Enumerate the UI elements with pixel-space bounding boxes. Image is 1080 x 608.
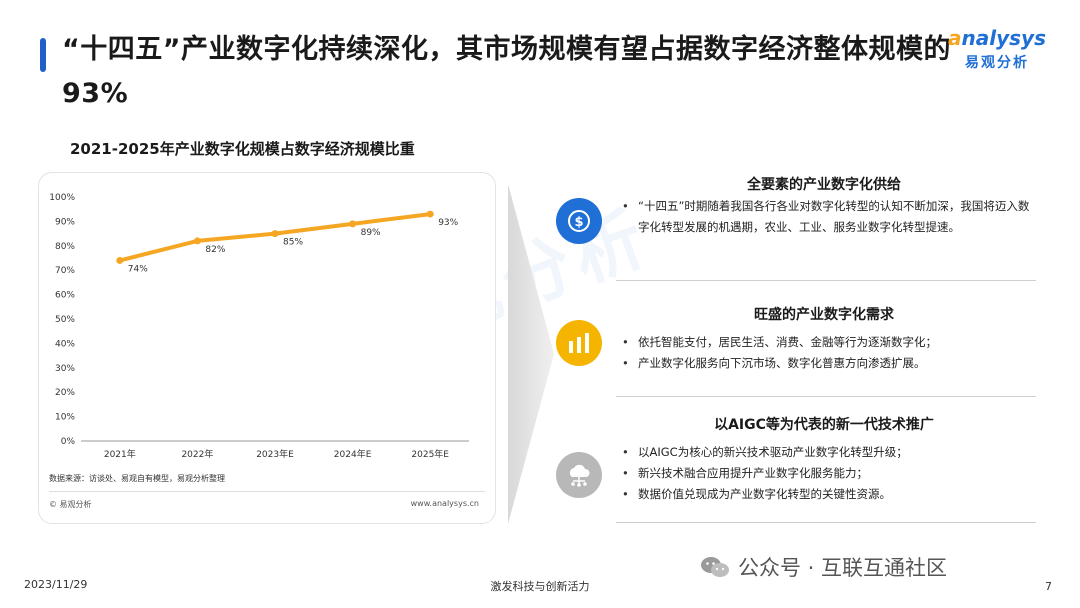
series-line <box>117 212 433 263</box>
chart-source: 数据来源：访谈处、易观自有模型，易观分析整理 <box>49 474 225 483</box>
section-list: 以AIGC为核心的新兴技术驱动产业数字化转型升级； 新兴技术融合应用提升产业数字… <box>622 442 1034 505</box>
footer-slogan: 激发科技与创新活力 <box>490 580 590 593</box>
brand-logo-cn: 易观分析 <box>965 55 1029 71</box>
y-tick-label: 20% <box>55 388 75 398</box>
data-label: 89% <box>361 228 381 238</box>
title-accent-bar <box>40 38 46 72</box>
y-tick-label: 90% <box>55 217 75 227</box>
data-label: 85% <box>283 238 303 248</box>
chart-copyright: © 易观分析 <box>49 500 92 509</box>
section-divider <box>616 396 1036 397</box>
chart-title: 2021-2025年产业数字化规模占数字经济规模比重 <box>70 140 415 158</box>
chevron-right-icon <box>508 184 554 524</box>
x-tick-label: 2024年E <box>334 448 372 460</box>
y-tick-label: 10% <box>55 413 75 423</box>
list-item: “十四五”时期随着我国各行各业对数字化转型的认知不断加深，我国将迈入数字化转型发… <box>622 196 1034 238</box>
section-title: 以AIGC等为代表的新一代技术推广 <box>714 417 934 433</box>
y-tick-label: 70% <box>55 266 75 276</box>
footer-date: 2023/11/29 <box>24 578 88 591</box>
dollar-cycle-icon: $ <box>556 198 602 244</box>
brand-logo: analysys 易观分析 <box>942 26 1052 72</box>
page-title: “十四五”产业数字化持续深化，其市场规模有望占据数字经济整体规模的93% <box>62 34 951 109</box>
y-tick-label: 100% <box>49 193 75 203</box>
page-number: 7 <box>1045 580 1052 593</box>
wechat-account-label: 公众号 · 互联互通社区 <box>738 556 948 580</box>
section-divider <box>616 522 1036 523</box>
data-label: 93% <box>438 218 458 228</box>
data-point <box>426 210 434 218</box>
list-item: 产业数字化服务向下沉市场、数字化普惠方向渗透扩展。 <box>622 353 1034 374</box>
list-item: 新兴技术融合应用提升产业数字化服务能力； <box>622 463 1034 484</box>
y-tick-label: 30% <box>55 364 75 374</box>
y-tick-label: 80% <box>55 242 75 252</box>
x-tick-label: 2021年 <box>104 448 136 460</box>
x-tick-label: 2023年E <box>256 448 294 460</box>
section-digital-supply: $ 全要素的产业数字化供给 “十四五”时期随着我国各行各业对数字化转型的认知不断… <box>556 170 1036 281</box>
list-item: 依托智能支付，居民生活、消费、金融等行为逐渐数字化； <box>622 332 1034 353</box>
x-tick-label: 2022年 <box>181 448 213 460</box>
section-list: 依托智能支付，居民生活、消费、金融等行为逐渐数字化； 产业数字化服务向下沉市场、… <box>622 332 1034 374</box>
list-item: 以AIGC为核心的新兴技术驱动产业数字化转型升级； <box>622 442 1034 463</box>
list-item: 数据价值兑现成为产业数字化转型的关键性资源。 <box>622 484 1034 505</box>
section-title: 旺盛的产业数字化需求 <box>754 307 894 323</box>
data-label: 82% <box>205 245 225 255</box>
y-tick-label: 40% <box>55 339 75 349</box>
section-digital-demand: 旺盛的产业数字化需求 依托智能支付，居民生活、消费、金融等行为逐渐数字化； 产业… <box>556 298 1036 398</box>
building-chart-icon <box>556 320 602 366</box>
brand-logo-en: analysys <box>948 26 1046 50</box>
chart-card: 0% 10% 20% 30% 40% 50% 60% 70% 80% 90% 100% 2021年 20… <box>38 172 496 524</box>
data-point <box>116 256 124 264</box>
svg-text:$: $ <box>574 215 583 230</box>
data-point <box>271 230 279 238</box>
chart-divider <box>49 491 485 492</box>
x-tick-label: 2025年E <box>411 448 449 460</box>
y-tick-label: 0% <box>61 437 76 447</box>
y-tick-label: 50% <box>55 315 75 325</box>
section-new-tech: 以AIGC等为代表的新一代技术推广 以AIGC为核心的新兴技术驱动产业数字化转型… <box>556 410 1036 530</box>
chart-website: www.analysys.cn <box>410 499 479 508</box>
line-chart: 0% 10% 20% 30% 40% 50% 60% 70% 80% 90% 100% 2021年 20… <box>49 193 469 460</box>
section-list: “十四五”时期随着我国各行各业对数字化转型的认知不断加深，我国将迈入数字化转型发… <box>622 196 1034 238</box>
section-title: 全要素的产业数字化供给 <box>747 177 901 193</box>
wechat-icon <box>701 557 729 577</box>
section-divider <box>616 280 1036 281</box>
footer-wechat: 公众号 · 互联互通社区 <box>700 552 947 582</box>
data-label: 74% <box>128 264 148 274</box>
data-point <box>349 220 357 228</box>
data-point <box>193 237 201 245</box>
y-tick-label: 60% <box>55 291 75 301</box>
cloud-network-icon <box>556 452 602 498</box>
